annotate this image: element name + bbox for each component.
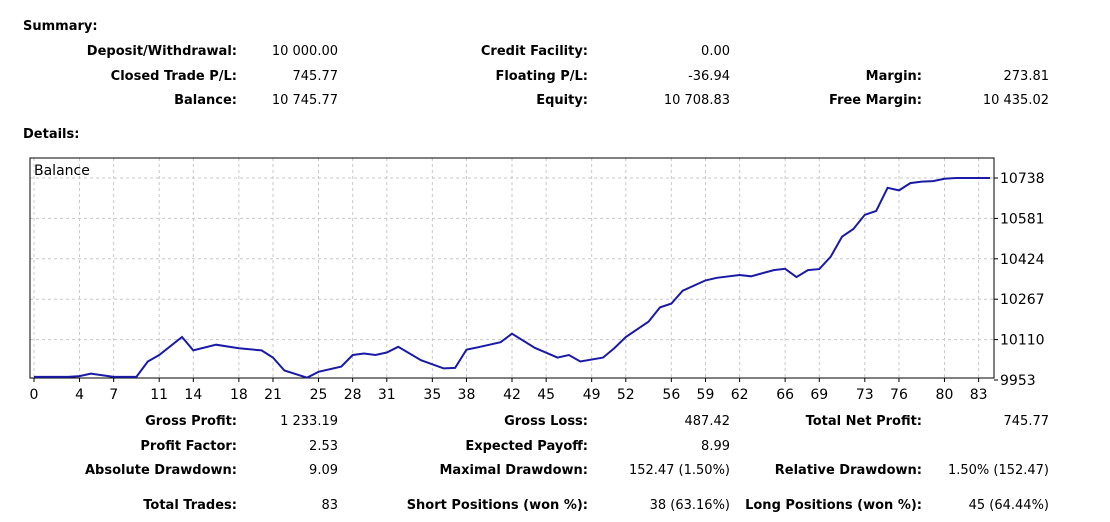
- closed-pl-label: Closed Trade P/L:: [110, 69, 237, 84]
- x-tick-label: 80: [936, 387, 954, 402]
- x-tick-label: 62: [731, 387, 749, 402]
- long-positions-value: 45 (64.44%): [968, 498, 1049, 513]
- x-tick-label: 76: [890, 387, 908, 402]
- x-tick-label: 49: [583, 387, 601, 402]
- x-tick-label: 4: [75, 387, 84, 402]
- x-tick-label: 83: [970, 387, 988, 402]
- x-tick-label: 28: [344, 387, 362, 402]
- equity-label: Equity:: [536, 93, 588, 108]
- x-tick-label: 52: [617, 387, 635, 402]
- x-tick-label: 21: [264, 387, 282, 402]
- x-tick-label: 59: [697, 387, 715, 402]
- credit-label: Credit Facility:: [480, 44, 588, 59]
- free-margin-label: Free Margin:: [829, 93, 922, 108]
- total-trades-value: 83: [321, 498, 338, 513]
- deposit-label: Deposit/Withdrawal:: [86, 44, 237, 59]
- x-tick-label: 73: [856, 387, 874, 402]
- x-tick-label: 42: [503, 387, 521, 402]
- balance-label: Balance:: [174, 93, 237, 108]
- gross-loss-value: 487.42: [684, 414, 731, 429]
- total-trades-label: Total Trades:: [143, 498, 237, 513]
- x-tick-label: 7: [109, 387, 118, 402]
- x-tick-label: 25: [310, 387, 328, 402]
- y-axis: 9953 10110 10267 10424 10581 10738: [994, 171, 1045, 389]
- x-tick-label: 69: [810, 387, 828, 402]
- long-positions-label: Long Positions (won %):: [745, 498, 922, 513]
- credit-value: 0.00: [701, 44, 730, 59]
- free-margin-value: 10 435.02: [982, 93, 1049, 108]
- short-positions-value: 38 (63.16%): [649, 498, 730, 513]
- total-net-profit-label: Total Net Profit:: [805, 414, 922, 429]
- equity-value: 10 708.83: [663, 93, 730, 108]
- profit-factor-label: Profit Factor:: [140, 439, 237, 454]
- x-tick-label: 18: [230, 387, 248, 402]
- balance-chart: Balance 9953 10110 10267 10424 10581 10738 0 4…: [29, 157, 1045, 402]
- maximal-drawdown-value: 152.47 (1.50%): [628, 463, 730, 478]
- x-tick-label: 0: [30, 387, 39, 402]
- x-tick-label: 66: [776, 387, 794, 402]
- absolute-drawdown-value: 9.09: [309, 463, 338, 478]
- y-tick-label: 10581: [1000, 211, 1045, 227]
- short-positions-label: Short Positions (won %):: [406, 498, 588, 513]
- x-tick-label: 14: [184, 387, 202, 402]
- chart-grid: [30, 158, 994, 378]
- deposit-value: 10 000.00: [271, 44, 338, 59]
- floating-pl-value: -36.94: [688, 69, 730, 84]
- balance-series-line: [34, 177, 990, 379]
- relative-drawdown-label: Relative Drawdown:: [774, 463, 922, 478]
- maximal-drawdown-label: Maximal Drawdown:: [439, 463, 588, 478]
- absolute-drawdown-label: Absolute Drawdown:: [85, 463, 237, 478]
- details-heading: Details:: [23, 127, 80, 142]
- balance-value: 10 745.77: [271, 93, 338, 108]
- closed-pl-value: 745.77: [292, 69, 339, 84]
- floating-pl-label: Floating P/L:: [495, 69, 588, 84]
- y-tick-label: 10738: [1000, 171, 1045, 187]
- x-tick-label: 31: [378, 387, 396, 402]
- y-tick-label: 10424: [1000, 252, 1045, 268]
- y-tick-label: 10110: [1000, 333, 1045, 349]
- x-tick-label: 38: [458, 387, 476, 402]
- x-tick-label: 56: [662, 387, 680, 402]
- summary-heading: Summary:: [23, 19, 98, 34]
- x-axis: 0 4 7 11 14 18 21 25 28 31 35 38 42 45 49 52 56 59 62 66 69 7…: [30, 378, 988, 402]
- gross-profit-label: Gross Profit:: [145, 414, 237, 429]
- margin-label: Margin:: [865, 69, 922, 84]
- total-net-profit-value: 745.77: [1003, 414, 1050, 429]
- x-tick-label: 11: [150, 387, 168, 402]
- y-tick-label: 9953: [1000, 373, 1036, 389]
- x-tick-label: 35: [423, 387, 441, 402]
- expected-payoff-label: Expected Payoff:: [465, 439, 588, 454]
- gross-loss-label: Gross Loss:: [504, 414, 588, 429]
- profit-factor-value: 2.53: [309, 439, 338, 454]
- relative-drawdown-value: 1.50% (152.47): [947, 463, 1049, 478]
- chart-title: Balance: [34, 163, 90, 179]
- y-tick-label: 10267: [1000, 292, 1045, 308]
- x-tick-label: 45: [537, 387, 555, 402]
- gross-profit-value: 1 233.19: [280, 414, 338, 429]
- expected-payoff-value: 8.99: [701, 439, 730, 454]
- margin-value: 273.81: [1003, 69, 1050, 84]
